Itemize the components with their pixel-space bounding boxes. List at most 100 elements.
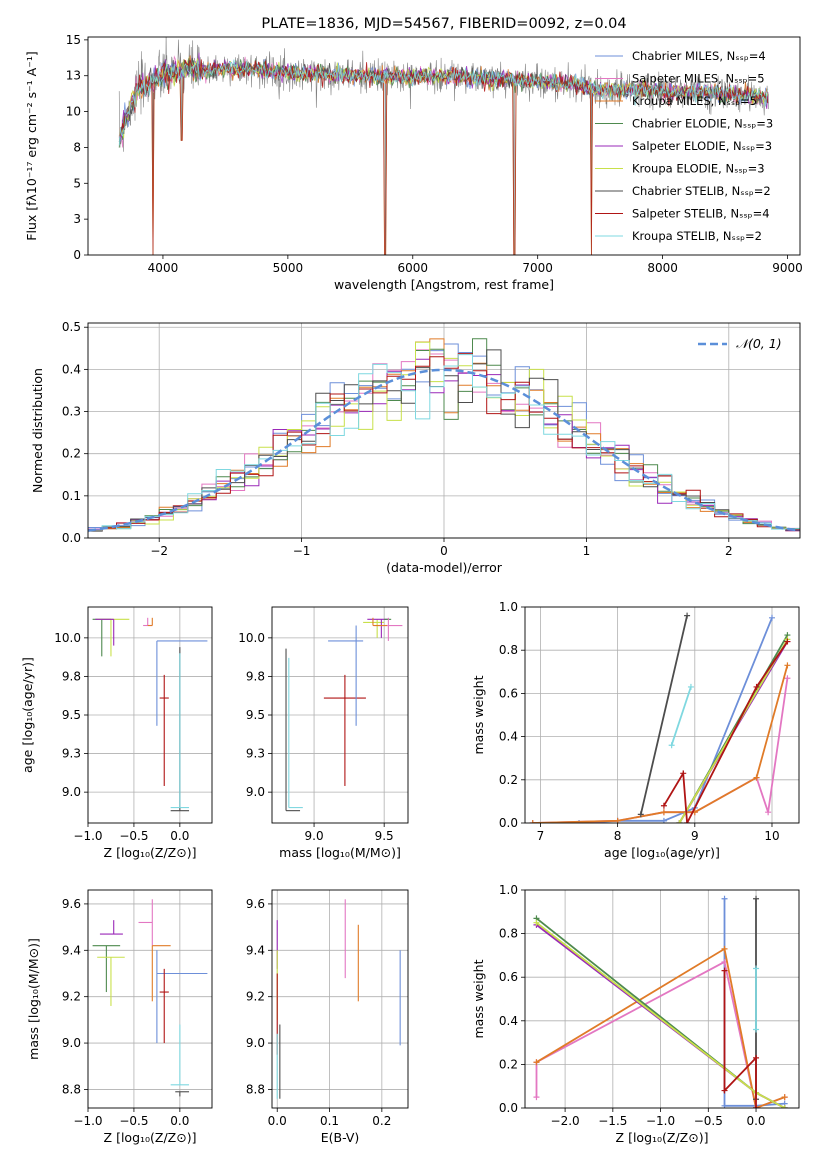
y-tick-label: 9.6: [246, 897, 265, 911]
axes-frame: [271, 606, 409, 824]
y-tick-label: 0.2: [499, 773, 518, 787]
weight-marker: [768, 614, 775, 621]
y-tick-label: 0.0: [499, 1101, 518, 1115]
x-axis-label: mass [log₁₀(M/M⊙)]: [279, 845, 401, 860]
x-tick-label: −0.5: [119, 829, 148, 843]
x-tick-label: −1: [293, 544, 311, 558]
weight-marker: [660, 802, 667, 809]
errorbar-points: [92, 899, 208, 1097]
errorbar-point: [288, 657, 303, 809]
y-tick-label: 9.3: [62, 747, 81, 761]
x-tick-label: 9.5: [375, 829, 394, 843]
errorbar-point: [151, 945, 171, 1002]
errorbar-point: [143, 617, 153, 627]
histogram-series-line: [88, 353, 800, 533]
weight-marker: [721, 1087, 728, 1094]
y-tick-label: 9.4: [246, 943, 265, 957]
legend: 𝒩(0, 1): [698, 336, 782, 351]
weight-marker: [721, 945, 728, 952]
x-tick-label: −1.5: [598, 1114, 627, 1128]
x-tick-label: 9000: [772, 261, 803, 275]
x-tick-label: 4000: [148, 261, 179, 275]
x-tick-label: 0.0: [170, 1114, 189, 1128]
weight-marker: [668, 742, 675, 749]
axes-frame: [524, 606, 800, 824]
errorbar-point: [97, 956, 125, 1006]
errorbar-point: [372, 617, 387, 627]
y-tick-label: 0.8: [499, 927, 518, 941]
axes-grid: [87, 890, 212, 1108]
x-tick-label: 2: [725, 544, 733, 558]
y-tick-label: 1.0: [499, 883, 518, 897]
y-tick-label: 0.2: [499, 1057, 518, 1071]
y-tick-label: 0: [73, 248, 81, 262]
y-tick-label: 15: [66, 33, 81, 47]
x-tick-label: 8000: [647, 261, 678, 275]
weight-marker: [753, 1105, 760, 1108]
axes-frame: [87, 36, 801, 256]
x-tick-label: 0.1: [320, 1114, 339, 1128]
x-tick-label: 0.0: [268, 1114, 287, 1128]
y-axis-label: Flux [fλ10⁻¹⁷ erg cm⁻² s⁻¹ A⁻¹]: [24, 51, 39, 240]
residuals-histogram-chart: −2 −1 0 1 2 0.0 0.1 0.2 0.3 0.4 0.5 (data-model)/er…: [30, 320, 801, 575]
errorbar-point: [363, 619, 385, 638]
x-axis-label: Z [log₁₀(Z/Z⊙)]: [616, 1130, 709, 1145]
y-tick-label: 9.5: [246, 708, 265, 722]
y-tick-label: 8.8: [62, 1082, 81, 1096]
x-tick-label: −2.0: [551, 1114, 580, 1128]
y-axis-label: mass weight: [471, 675, 486, 754]
y-tick-label: 9.0: [246, 1036, 265, 1050]
y-tick-label: 3: [73, 212, 81, 226]
y-tick-label: 9.0: [246, 785, 265, 799]
errorbar-point: [159, 674, 169, 786]
weight-marker: [660, 809, 667, 816]
age-vs-mass-chart: 9.0 9.5 9.0 9.3 9.5 9.8 10.0 mass [log₁₀(M/M⊙)]: [238, 606, 409, 860]
weight-lines: [529, 612, 791, 823]
axes-grid: [525, 889, 799, 1109]
weight-marker: [533, 1094, 540, 1101]
axes-grid: [87, 607, 212, 823]
weight-marker: [721, 895, 728, 902]
legend-entry: Kroupa STELIB, Nₛₛₚ=2: [632, 229, 762, 243]
x-axis-label: wavelength [Angstrom, rest frame]: [334, 277, 554, 292]
axes-frame: [87, 606, 213, 824]
legend: Chabrier MILES, Nₛₛₚ=4 Salpeter MILES, Nₛ…: [595, 49, 773, 243]
y-tick-label: 9.2: [246, 990, 265, 1004]
weight-marker: [680, 770, 687, 777]
chart-title: PLATE=1836, MJD=54567, FIBERID=0092, z=0…: [261, 16, 626, 32]
weight-marker: [781, 1105, 788, 1108]
histogram-steps: [88, 338, 800, 534]
weight-marker: [533, 919, 540, 926]
x-tick-label: 5000: [273, 261, 304, 275]
y-tick-label: 10.0: [54, 631, 81, 645]
y-tick-label: 10: [66, 105, 81, 119]
axes-frame: [87, 322, 801, 539]
x-tick-label: 7000: [522, 261, 553, 275]
x-tick-label: 0: [440, 544, 448, 558]
errorbar-point: [170, 1024, 190, 1086]
errorbar-point: [328, 625, 364, 726]
legend-entry: Salpeter ELODIE, Nₛₛₚ=3: [632, 139, 772, 153]
x-tick-label: 10: [764, 829, 779, 843]
legend-entry: Chabrier ELODIE, Nₛₛₚ=3: [632, 117, 773, 131]
x-tick-label: −1.0: [73, 1114, 102, 1128]
weight-marker: [784, 638, 791, 645]
errorbar-point: [285, 648, 301, 812]
spectrum-lines: [118, 37, 769, 255]
y-tick-label: 5: [73, 176, 81, 190]
weight-marker: [684, 820, 691, 823]
errorbar-point: [159, 968, 169, 1044]
weight-series-line: [532, 665, 789, 823]
weight-marker: [687, 683, 694, 690]
legend-entry: Salpeter STELIB, Nₛₛₚ=4: [632, 207, 770, 221]
x-tick-label: 9.0: [305, 829, 324, 843]
axes-grid: [525, 606, 799, 824]
y-tick-label: 9.5: [62, 708, 81, 722]
weight-marker: [765, 809, 772, 816]
weight-marker: [637, 811, 644, 818]
y-tick-label: 9.2: [62, 990, 81, 1004]
axes-frame: [271, 889, 409, 1109]
y-axis-label: mass weight: [471, 959, 486, 1038]
y-tick-label: 9.6: [62, 897, 81, 911]
